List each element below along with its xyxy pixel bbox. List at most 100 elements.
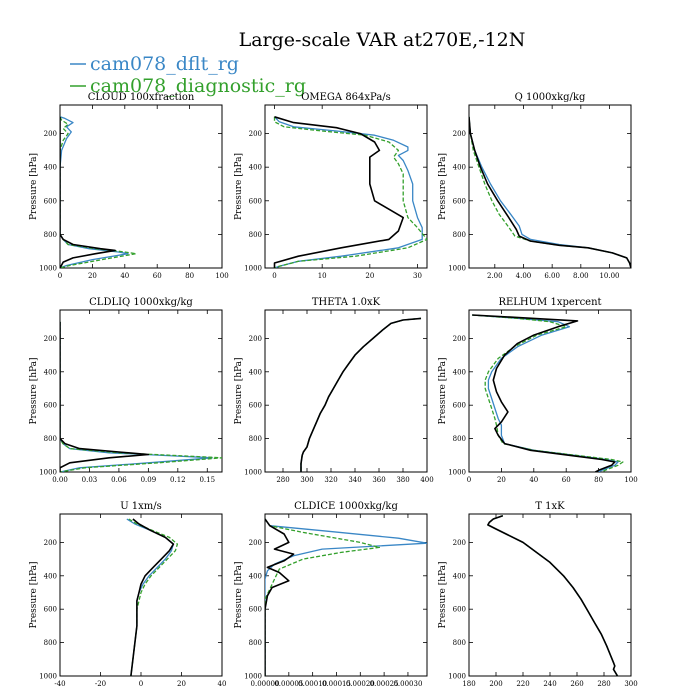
x-tick-label: 20 — [497, 476, 506, 484]
panel-1: CLOUD 100xfraction2004006008001000Pressu… — [29, 92, 229, 280]
x-tick-label: 10 — [318, 272, 327, 280]
panel-title: THETA 1.0xK — [312, 297, 381, 308]
series-line-dflt — [300, 317, 422, 472]
x-tick-label: 0 — [467, 476, 471, 484]
series-line-dflt — [265, 518, 427, 676]
x-tick-label: 320 — [324, 476, 337, 484]
x-tick-label: 0.00000 — [251, 680, 280, 688]
panel-3: Q 1000xkg/kg 200 400 600 800 1000 Pressure [hP… — [438, 92, 632, 280]
y-axis-label: Pressure [hPa] — [29, 153, 39, 220]
y-tick-label: 1000 — [39, 265, 57, 273]
x-tick-label: 10.00 — [599, 272, 619, 280]
y-tick-label: 600 — [453, 402, 466, 410]
panel-title: CLDLIQ 1000xkg/kg — [89, 297, 193, 308]
series-line-reference — [60, 116, 116, 268]
y-tick-label: 400 — [453, 164, 466, 172]
y-tick-label: 1000 — [448, 265, 466, 273]
panel-title: OMEGA 864xPa/s — [301, 92, 391, 103]
series-line-diagnostic — [60, 116, 137, 268]
panel-title: Q 1000xkg/kg — [515, 92, 586, 103]
y-tick-label: 600 — [249, 402, 262, 410]
y-tick-label: 800 — [453, 435, 466, 443]
x-tick-label: 0.00020 — [346, 680, 375, 688]
x-tick-label: 0.00025 — [370, 680, 399, 688]
series-group — [60, 321, 222, 472]
y-tick-label: 400 — [44, 572, 57, 580]
y-tick-label: 200 — [249, 130, 262, 138]
x-tick-label: 20 — [365, 272, 374, 280]
series-line-reference — [60, 321, 150, 472]
y-tick-label: 1000 — [244, 265, 262, 273]
series-line-diagnostic — [128, 518, 179, 676]
x-tick-label: 20 — [88, 272, 97, 280]
y-axis-label: Pressure [hPa] — [234, 561, 244, 628]
series-line-dflt — [60, 116, 129, 268]
series-group — [273, 116, 427, 268]
y-tick-label: 600 — [249, 197, 262, 205]
y-axis-label: Pressure [hPa] — [438, 357, 448, 424]
x-tick-label: 80 — [594, 476, 603, 484]
y-axis-label: Pressure [hPa] — [29, 357, 39, 424]
x-tick-label: 4.00 — [516, 272, 532, 280]
panel-frame — [468, 513, 632, 677]
y-tick-label: 200 — [44, 335, 57, 343]
panel-frame — [59, 104, 223, 269]
series-line-diagnostic — [472, 314, 624, 472]
y-tick-label: 200 — [453, 335, 466, 343]
y-tick-label: 200 — [453, 130, 466, 138]
y-tick-label: 400 — [453, 572, 466, 580]
y-tick-label: 400 — [453, 368, 466, 376]
y-tick-label: 800 — [249, 231, 262, 239]
series-line-reference — [300, 317, 422, 472]
x-tick-label: 0.00015 — [322, 680, 351, 688]
panel-title: CLOUD 100xfraction — [88, 92, 195, 103]
y-tick-label: 200 — [453, 539, 466, 547]
x-tick-label: 280 — [597, 680, 610, 688]
y-axis-label: Pressure [hPa] — [234, 153, 244, 220]
x-tick-label: 340 — [348, 476, 361, 484]
y-tick-label: 200 — [44, 539, 57, 547]
x-tick-label: 60 — [153, 272, 162, 280]
panel-4: CLDLIQ 1000xkg/kg 200 400 600 800 1000 Pressur… — [29, 297, 223, 484]
x-tick-label: 220 — [516, 680, 529, 688]
x-tick-label: 8.00 — [573, 272, 589, 280]
y-tick-label: 400 — [249, 368, 262, 376]
x-tick-label: 260 — [570, 680, 583, 688]
x-tick-label: 400 — [420, 476, 433, 484]
x-tick-label: 0.00030 — [393, 680, 422, 688]
x-tick-label: 0.03 — [82, 476, 98, 484]
series-line-reference — [265, 518, 295, 676]
series-group — [487, 514, 619, 676]
y-axis-label: Pressure [hPa] — [234, 357, 244, 424]
x-tick-label: -40 — [54, 680, 65, 688]
series-line-reference — [487, 514, 619, 676]
legend: cam078_dflt_rg cam078_diagnostic_rg — [70, 53, 306, 97]
panel-title: CLDICE 1000xkg/kg — [294, 501, 398, 512]
x-tick-label: 0.15 — [199, 476, 215, 484]
y-tick-label: 400 — [249, 572, 262, 580]
x-tick-label: 40 — [120, 272, 129, 280]
y-tick-label: 800 — [249, 435, 262, 443]
x-tick-label: 0.12 — [170, 476, 186, 484]
y-tick-label: 800 — [44, 435, 57, 443]
x-tick-label: 0.00010 — [298, 680, 327, 688]
panel-frame — [59, 513, 223, 677]
x-tick-label: 6.00 — [544, 272, 560, 280]
x-tick-label: 2.00 — [487, 272, 503, 280]
panel-9: T 1xK 200 400 600 800 1000 Pressure [hPa] 180 20… — [438, 501, 638, 688]
legend-label-diagnostic: cam078_diagnostic_rg — [90, 75, 306, 97]
panel-8: CLDICE 1000xkg/kg 200 400 600 800 1000 Pressur… — [234, 501, 428, 688]
y-tick-label: 800 — [453, 231, 466, 239]
x-tick-label: 380 — [396, 476, 409, 484]
y-tick-label: 800 — [44, 231, 57, 239]
series-group — [265, 518, 427, 676]
panel-frame — [264, 104, 428, 269]
y-tick-label: 1000 — [244, 673, 262, 681]
series-group — [126, 518, 179, 676]
x-tick-label: 360 — [372, 476, 385, 484]
y-tick-label: 600 — [453, 197, 466, 205]
panel-frame — [468, 104, 632, 269]
y-tick-label: 600 — [44, 402, 57, 410]
